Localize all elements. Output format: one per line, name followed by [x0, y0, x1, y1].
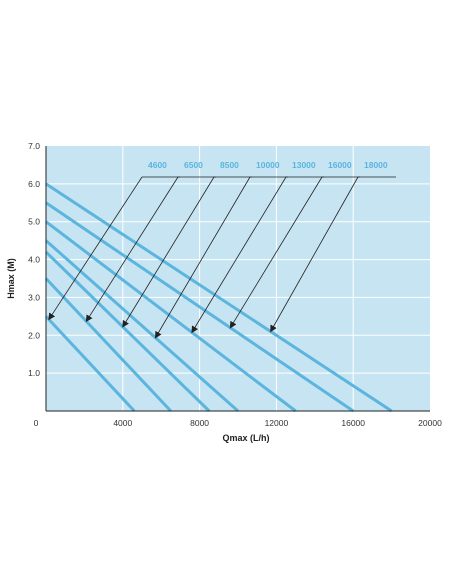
annotation-leaders: [48, 176, 396, 339]
leader-arrow-16000: [229, 176, 323, 329]
y-tick-label: 4.0: [28, 255, 40, 265]
axes: [45, 146, 430, 412]
y-tick-label: 3.0: [28, 292, 40, 302]
series-line-8500: [44, 250, 211, 413]
series-line-10000: [45, 239, 239, 413]
series-labels: 4600 6500 8500 10000 13000 16000 18000: [148, 160, 388, 170]
series-line-18000: [45, 182, 393, 413]
series-line-6500: [44, 277, 172, 413]
leader-arrow-13000: [191, 176, 287, 334]
tick-labels: 0 4000 8000 12000 16000 20000 1.0 2.0 3.0 4.0 5.0 6…: [28, 141, 442, 428]
plot-area: [46, 146, 430, 411]
y-axis-title: Hmax (M): [6, 258, 16, 299]
series-label-16000: 16000: [328, 160, 352, 170]
x-tick-label: 4000: [113, 418, 132, 428]
y-tick-label: 2.0: [28, 330, 40, 340]
x-tick-label: 0: [34, 418, 39, 428]
series-label-6500: 6500: [184, 160, 203, 170]
leader-arrow-18000: [270, 176, 359, 333]
series-line-16000: [45, 201, 355, 413]
x-tick-label: 16000: [341, 418, 365, 428]
y-tick-label: 7.0: [28, 141, 40, 151]
y-tick-label: 6.0: [28, 179, 40, 189]
series-line-13000: [45, 220, 297, 413]
series-label-4600: 4600: [148, 160, 167, 170]
y-tick-label: 1.0: [28, 368, 40, 378]
series-label-8500: 8500: [220, 160, 239, 170]
series-lines: [44, 182, 393, 413]
series-line-4600: [44, 315, 136, 413]
series-label-18000: 18000: [364, 160, 388, 170]
leader-arrow-10000: [154, 176, 251, 339]
y-tick-label: 5.0: [28, 217, 40, 227]
series-label-13000: 13000: [292, 160, 316, 170]
x-tick-label: 12000: [265, 418, 289, 428]
x-tick-label: 8000: [190, 418, 209, 428]
leader-arrow-8500: [122, 176, 215, 328]
leader-arrow-6500: [85, 176, 179, 323]
x-axis-title: Qmax (L/h): [222, 433, 269, 443]
x-tick-label: 20000: [418, 418, 442, 428]
leader-arrow-4600: [48, 176, 143, 321]
series-label-10000: 10000: [256, 160, 280, 170]
